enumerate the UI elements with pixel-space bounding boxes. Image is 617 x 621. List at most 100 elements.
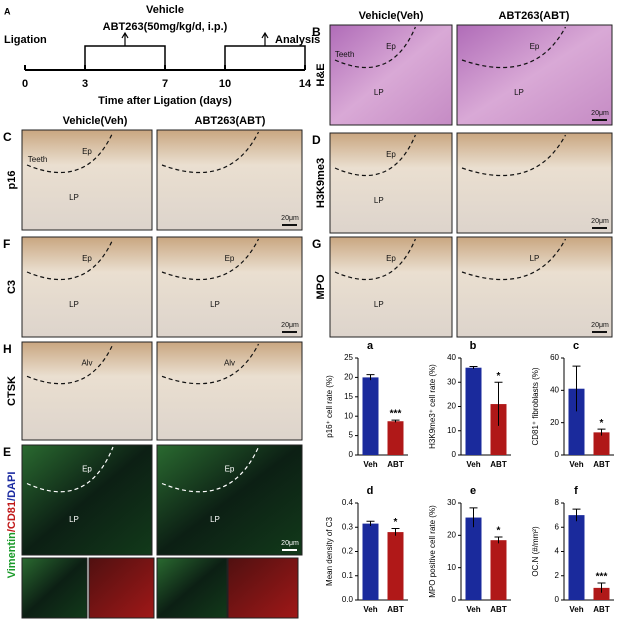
micrograph-channel [21, 557, 88, 619]
y-tick-label: 15 [344, 392, 353, 401]
y-tick-label: 10 [447, 563, 456, 572]
chart-label: f [574, 485, 578, 497]
error-bar [572, 365, 581, 412]
error-bar [469, 507, 478, 528]
timeline-drug: ABT263(50mg/kg/d, i.p.) [103, 21, 228, 33]
tissue-label: Alv [224, 359, 235, 368]
timeline-vehicle: Vehicle [146, 4, 184, 16]
stain-label: p16 [6, 171, 18, 190]
y-axis-label: p16⁺ cell rate (%) [325, 375, 334, 438]
significance: *** [596, 572, 608, 583]
tissue-boundary [161, 446, 260, 493]
stain-label: CTSK [6, 376, 18, 406]
tissue-label: Ep [386, 150, 396, 159]
error-bar [366, 520, 375, 527]
tissue-label: LP [374, 88, 384, 97]
tissue-boundary [161, 131, 260, 174]
tissue-label: Alv [81, 359, 92, 368]
bar [362, 377, 379, 455]
arrow [121, 31, 129, 46]
x-tick-label: ABT [387, 605, 404, 614]
tissue-boundary [26, 131, 114, 174]
error-bar [494, 536, 503, 544]
scale-label: 20μm [591, 322, 609, 329]
bar [465, 367, 482, 455]
x-tick-label: Veh [363, 605, 377, 614]
panel-letter: F [3, 237, 10, 251]
micrograph [156, 444, 303, 556]
micrograph [456, 132, 613, 234]
x-tick-label: Veh [466, 460, 480, 469]
timeline-start: Ligation [4, 34, 47, 46]
stain-label: H3K9me3 [315, 158, 327, 208]
tissue-label: Ep [82, 464, 92, 473]
panel-letter: A [4, 6, 11, 16]
bar [490, 540, 507, 600]
micrograph [21, 236, 153, 338]
tissue-boundary [161, 238, 260, 281]
micrograph-channel [88, 557, 155, 619]
y-tick-label: 2 [555, 571, 560, 580]
tissue-label: LP [69, 515, 79, 524]
tissue-boundary [461, 238, 567, 281]
scale-label: 20μm [591, 110, 609, 117]
tissue-label: Ep [225, 464, 235, 473]
tissue-label: LP [210, 300, 220, 309]
stain-label: Vimentin/CD81/DAPI [6, 472, 18, 579]
error-bar [469, 365, 478, 369]
tissue-label: LP [530, 254, 540, 263]
chart-label: b [470, 340, 477, 352]
chart-label: d [367, 485, 374, 497]
bar [593, 432, 610, 455]
y-tick-label: 40 [447, 353, 456, 362]
tissue-label: LP [514, 88, 524, 97]
tissue-label: Ep [82, 254, 92, 263]
tissue-boundary [334, 134, 416, 177]
y-tick-label: 20 [447, 402, 456, 411]
micrograph [329, 236, 453, 338]
error-bar [391, 419, 400, 423]
tissue-boundary [26, 343, 114, 385]
x-tick-label: ABT [593, 605, 610, 614]
y-axis-label: MPO positive cell rate (%) [428, 505, 437, 598]
y-axis-label: H3K9me3⁺ cell rate (%) [428, 364, 437, 449]
y-axis-label: OC.N (#/mm²) [531, 526, 540, 577]
stain-label: MPO [315, 274, 327, 300]
micrograph [21, 341, 153, 441]
tissue-boundary [161, 343, 260, 385]
error-bar [366, 374, 375, 381]
tissue-label: LP [374, 196, 384, 205]
chart-label: c [573, 340, 579, 352]
y-axis-label: CD81⁺ fibroblasts (%) [531, 367, 540, 445]
tissue-label: Teeth [335, 50, 355, 59]
y-tick-label: 30 [447, 498, 456, 507]
y-tick-label: 0 [452, 595, 457, 604]
column-header: Vehicle(Veh) [63, 115, 128, 127]
significance: *** [390, 409, 402, 420]
tissue-label: Ep [530, 42, 540, 51]
significance: * [600, 418, 604, 429]
tissue-label: Ep [225, 254, 235, 263]
chart-label: e [470, 485, 476, 497]
bar [387, 532, 404, 600]
x-tick-label: Veh [569, 605, 583, 614]
tissue-label: Ep [386, 254, 396, 263]
panel-letter: D [312, 133, 321, 147]
panel-letter: C [3, 130, 12, 144]
tissue-boundary [26, 238, 114, 281]
y-tick-label: 0 [349, 450, 354, 459]
scale-label: 20μm [591, 218, 609, 225]
bar [465, 517, 482, 600]
tissue-label: Teeth [28, 155, 48, 164]
bar [387, 421, 404, 455]
micrograph [329, 132, 453, 234]
column-header: Vehicle(Veh) [359, 10, 424, 22]
stain-part: /DAPI [6, 472, 18, 501]
scale-label: 20μm [281, 322, 299, 329]
tissue-label: Ep [82, 147, 92, 156]
y-tick-label: 0.2 [342, 547, 354, 556]
y-tick-label: 30 [447, 377, 456, 386]
micrograph-channel [227, 557, 299, 619]
timeline-tick-label: 3 [82, 78, 88, 90]
